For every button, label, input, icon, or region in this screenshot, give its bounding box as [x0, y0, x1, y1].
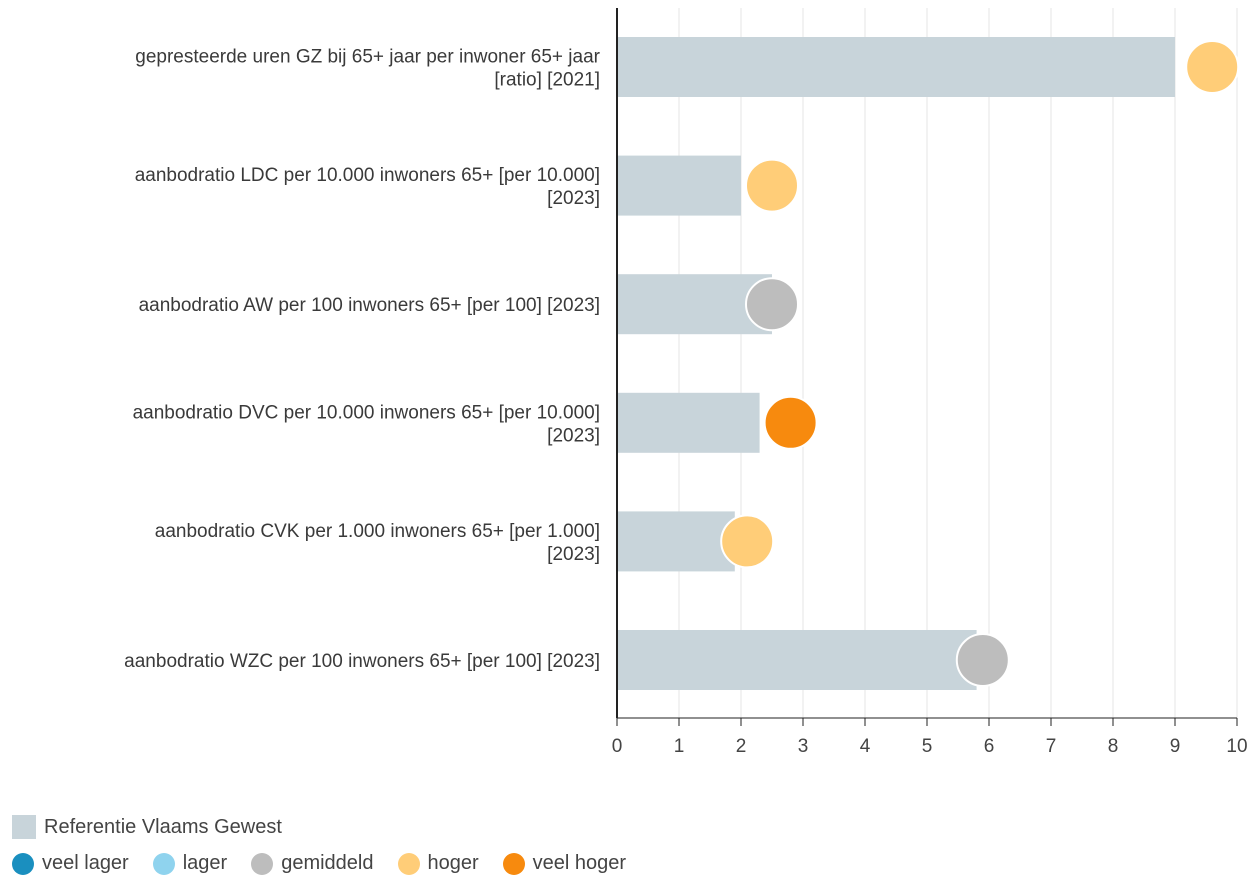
x-tick-label: 9 [1170, 736, 1181, 757]
legend-dot [397, 852, 420, 875]
x-tick-label: 3 [798, 736, 809, 757]
legend-item-label: veel lager [42, 852, 129, 874]
status-marker [720, 514, 775, 569]
status-marker [955, 633, 1010, 687]
grid-lines [616, 8, 1238, 726]
category-label: aanbodratio LDC per 10.000 inwoners 65+ … [135, 165, 600, 209]
markers [720, 40, 1240, 687]
legend-reference: Referentie Vlaams Gewest [12, 815, 282, 839]
axes [616, 8, 1237, 719]
x-tick-labels: 0 1 2 3 4 5 6 7 8 9 10 [612, 736, 1248, 757]
bar-chart: gepresteerde uren GZ bij 65+ jaar per in… [124, 8, 1248, 757]
reference-bar [617, 392, 760, 453]
x-tick-label: 6 [984, 736, 995, 757]
x-tick-label: 7 [1046, 736, 1057, 757]
legend-item-label: hoger [427, 852, 479, 874]
category-label: aanbodratio DVC per 10.000 inwoners 65+ … [133, 402, 600, 446]
reference-bar [617, 37, 1175, 97]
x-tick-label: 0 [612, 736, 623, 757]
reference-bar [617, 511, 735, 572]
legend-item-lager: lager [152, 852, 228, 875]
x-tick-label: 8 [1108, 736, 1119, 757]
legend-dot [251, 852, 274, 875]
category-label: aanbodratio WZC per 100 inwoners 65+ [pe… [124, 651, 600, 672]
legend-item-veel-hoger: veel hoger [502, 852, 627, 875]
legend-item-hoger: hoger [397, 852, 479, 875]
status-marker [745, 158, 799, 213]
bars [617, 37, 1175, 690]
legend-reference-label: Referentie Vlaams Gewest [44, 815, 282, 838]
category-label: aanbodratio CVK per 1.000 inwoners 65+ [… [155, 521, 600, 565]
category-labels: gepresteerde uren GZ bij 65+ jaar per in… [124, 47, 600, 673]
legend-reference-swatch [12, 815, 36, 839]
legend-item-gemiddeld: gemiddeld [251, 852, 374, 875]
x-tick-label: 10 [1226, 736, 1247, 757]
legend-dot [12, 852, 34, 875]
x-tick-label: 2 [736, 736, 747, 757]
x-tick-label: 5 [922, 736, 933, 757]
status-marker [763, 395, 818, 450]
category-label: aanbodratio AW per 100 inwoners 65+ [per… [139, 295, 600, 316]
reference-bar [617, 630, 977, 690]
x-tick-label: 4 [860, 736, 871, 757]
legend-status: veel lager lager gemiddeld hoger veel hoger [12, 852, 650, 875]
legend-dot [152, 852, 175, 875]
legend-item-label: gemiddeld [281, 852, 374, 874]
category-label: gepresteerde uren GZ bij 65+ jaar per in… [135, 47, 600, 91]
status-marker [745, 277, 799, 332]
status-marker [1185, 40, 1240, 94]
x-tick-label: 1 [674, 736, 685, 757]
reference-bar [617, 155, 741, 216]
legend-dot [502, 852, 525, 875]
legend-item-label: lager [182, 852, 228, 874]
legend-item-label: veel hoger [532, 852, 627, 874]
legend-item-veel-lager: veel lager [12, 852, 129, 875]
